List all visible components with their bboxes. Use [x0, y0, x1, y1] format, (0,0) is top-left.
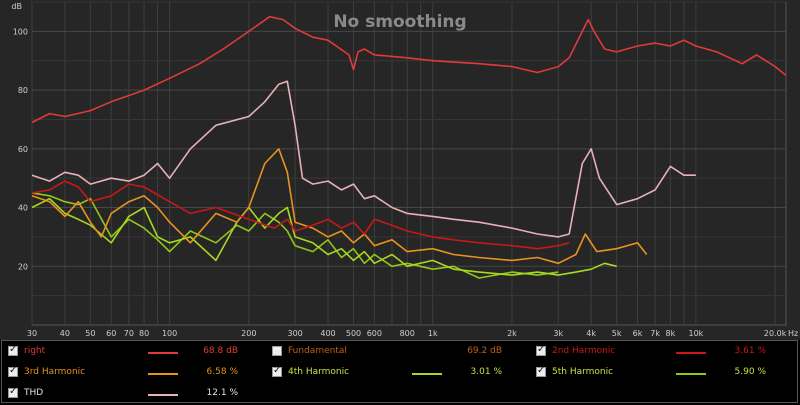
legend-label: 4th Harmonic [288, 367, 350, 377]
x-tick-label: 5k [612, 329, 622, 338]
x-tick-label: 600 [367, 329, 382, 338]
legend-swatch [148, 394, 178, 396]
legend-item-thd: THD 12.1 % [8, 386, 270, 402]
legend-item-5th-harmonic: 5th Harmonic 5.90 % [536, 365, 798, 381]
legend-swatch [676, 352, 706, 354]
legend-item-fundamental: Fundamental 69.2 dB [272, 344, 534, 360]
legend-item-right: right 68.8 dB [8, 344, 270, 360]
x-tick-label: 500 [346, 329, 361, 338]
y-axis-unit: dB [11, 2, 22, 11]
legend-checkbox-right[interactable] [8, 344, 18, 356]
legend-checkbox-5th-harmonic[interactable] [536, 365, 546, 377]
legend-label: right [24, 346, 46, 356]
legend-swatch [412, 352, 442, 354]
x-tick-label: 40 [60, 329, 70, 338]
x-tick-label: 7k [650, 329, 660, 338]
series-line-right [31, 15, 787, 124]
legend-checkbox-thd[interactable] [8, 386, 18, 398]
legend-value: 69.2 dB [467, 346, 502, 356]
x-axis-unit: Hz [788, 329, 798, 338]
series-lines [31, 15, 787, 279]
legend-checkbox-4th-harmonic[interactable] [272, 365, 282, 377]
legend-value: 68.8 dB [203, 346, 238, 356]
x-tick-label: 400 [320, 329, 335, 338]
legend-swatch [676, 373, 706, 375]
legend-value: 3.61 % [734, 346, 766, 356]
legend-value: 12.1 % [206, 388, 238, 398]
x-tick-label: 3k [553, 329, 563, 338]
x-tick-label: 30 [27, 329, 37, 338]
legend: right 68.8 dB Fundamental 69.2 dB 2nd Harmon… [0, 340, 800, 405]
plot-frame [31, 1, 787, 326]
legend-swatch [412, 373, 442, 375]
legend-swatch [148, 373, 178, 375]
x-tick-label: 4k [586, 329, 596, 338]
legend-item-4th-harmonic: 4th Harmonic 3.01 % [272, 365, 534, 381]
y-tick-label: 100 [13, 27, 28, 36]
legend-item-2nd-harmonic: 2nd Harmonic 3.61 % [536, 344, 798, 360]
y-tick-label: 20 [18, 262, 28, 271]
x-tick-label: 80 [139, 329, 149, 338]
x-tick-label: 800 [400, 329, 415, 338]
legend-label: 2nd Harmonic [552, 346, 616, 356]
legend-swatch [148, 352, 178, 354]
legend-label: THD [24, 388, 44, 398]
legend-checkbox-fundamental[interactable] [272, 346, 282, 356]
x-tick-label: 70 [124, 329, 134, 338]
series-line-3rd-harmonic [31, 148, 648, 265]
x-tick-label: 6k [633, 329, 643, 338]
x-tick-label: 2k [507, 329, 517, 338]
x-tick-label: 10k [688, 329, 703, 338]
y-tick-label: 40 [18, 204, 28, 213]
axis-ticks: 20 40 60 80 100 30 40 50 60 70 80 100 200 300 400 500 60… [13, 27, 787, 338]
series-line-5th-harmonic [31, 192, 559, 279]
legend-checkbox-2nd-harmonic[interactable] [536, 344, 546, 356]
series-line-thd [31, 80, 696, 238]
legend-label: 5th Harmonic [552, 367, 614, 377]
series-line-4th-harmonic [31, 197, 617, 276]
x-tick-label: 300 [288, 329, 303, 338]
x-tick-label: 20.0k [764, 329, 787, 338]
legend-label: 3rd Harmonic [24, 367, 86, 377]
grid [31, 1, 787, 326]
y-tick-label: 60 [18, 145, 28, 154]
x-tick-label: 50 [85, 329, 95, 338]
x-tick-label: 1k [428, 329, 438, 338]
legend-item-3rd-harmonic: 3rd Harmonic 6.58 % [8, 365, 270, 381]
series-line-2nd-harmonic [31, 180, 570, 250]
frequency-response-chart: 20 40 60 80 100 30 40 50 60 70 80 100 200 300 400 500 60… [0, 0, 800, 340]
x-tick-label: 60 [106, 329, 116, 338]
x-tick-label: 100 [162, 329, 177, 338]
legend-value: 3.01 % [470, 367, 502, 377]
legend-label: Fundamental [288, 346, 347, 356]
legend-checkbox-3rd-harmonic[interactable] [8, 365, 18, 377]
chart-title: No smoothing [333, 12, 466, 32]
x-tick-label: 200 [241, 329, 256, 338]
x-tick-label: 8k [666, 329, 676, 338]
legend-value: 6.58 % [206, 367, 238, 377]
legend-value: 5.90 % [734, 367, 766, 377]
y-tick-label: 80 [18, 86, 28, 95]
